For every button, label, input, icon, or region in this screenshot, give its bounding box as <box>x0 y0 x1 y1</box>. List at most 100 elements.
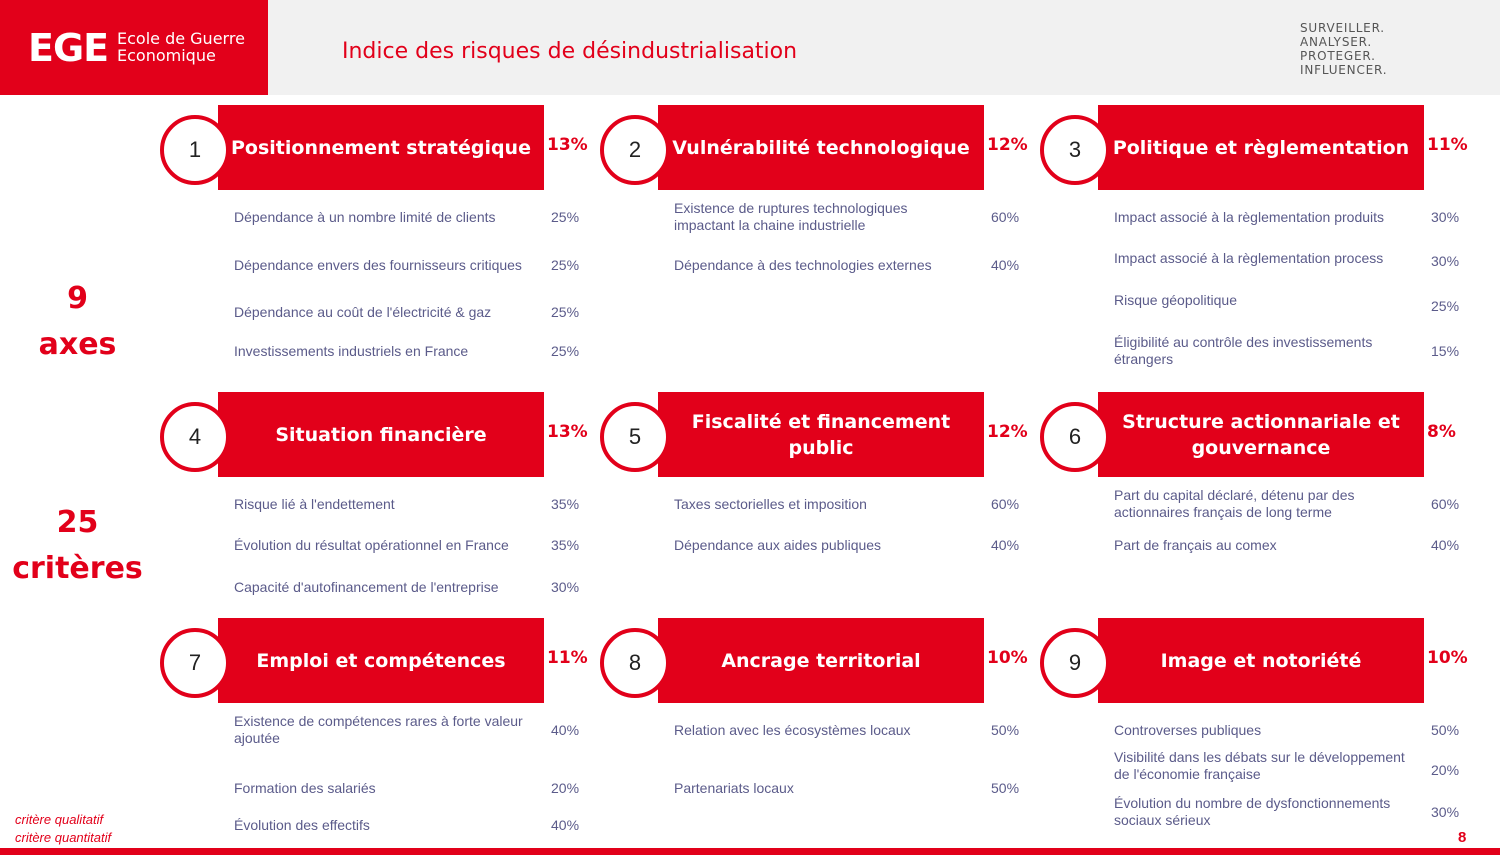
criterion-weight: 35% <box>551 537 580 553</box>
criteria-count: 25 <box>56 505 99 540</box>
criterion-label: Formation des salariés <box>234 780 376 796</box>
criterion-weight: 60% <box>1431 496 1460 512</box>
criterion-label: Existence de compétences rares à forte v… <box>234 713 523 746</box>
criterion-weight: 30% <box>1431 209 1460 225</box>
criterion-weight: 30% <box>551 579 580 595</box>
axis-block: Structure actionnariale et gouvernance 6 8… <box>1040 392 1470 592</box>
criteria-summary: 25 critères <box>0 500 155 592</box>
axis-block: Ancrage territorial 8 10% Relation avec les… <box>600 618 1030 818</box>
axis-number-badge: 2 <box>600 115 670 185</box>
criterion-weight: 20% <box>551 780 580 796</box>
criterion-weight: 40% <box>551 817 580 833</box>
criterion-weight: 30% <box>1431 253 1460 269</box>
criterion-label: Relation avec les écosystèmes locaux <box>674 722 911 738</box>
axis-weight: 12% <box>987 422 1028 442</box>
legend-quantitative: critère quantitatif <box>15 830 112 845</box>
criterion-label: Part de français au comex <box>1114 537 1277 553</box>
criterion-label: Visibilité dans les débats sur le dévelo… <box>1114 749 1405 782</box>
axis-number-badge: 8 <box>600 628 670 698</box>
logo-name-line2: Economique <box>117 46 216 65</box>
axis-number-badge: 6 <box>1040 402 1110 472</box>
axis-title: Positionnement stratégique <box>218 105 544 190</box>
criterion-label: Dépendance envers des fournisseurs criti… <box>234 257 522 273</box>
axis-title: Emploi et compétences <box>218 618 544 703</box>
motto-line: SURVEILLER. <box>1300 21 1385 35</box>
criterion-label: Éligibilité au contrôle des investisseme… <box>1114 334 1373 367</box>
criterion-weight: 60% <box>991 496 1020 512</box>
axis-weight: 13% <box>547 135 588 155</box>
criterion-label: Part du capital déclaré, détenu par des … <box>1114 487 1355 520</box>
criterion-label: Capacité d'autofinancement de l'entrepri… <box>234 579 499 595</box>
criterion-label: Évolution du résultat opérationnel en Fr… <box>234 537 509 553</box>
criterion-label: Dépendance à des technologies externes <box>674 257 932 273</box>
criteria-label: critères <box>12 551 143 586</box>
criterion-weight: 40% <box>551 722 580 738</box>
criterion-weight: 40% <box>1431 537 1460 553</box>
motto-line: PROTEGER. <box>1300 49 1376 63</box>
axis-weight: 10% <box>1427 648 1468 668</box>
criterion-weight: 30% <box>1431 804 1460 820</box>
logo-name-line1: Ecole de Guerre <box>117 29 245 48</box>
criterion-weight: 50% <box>991 722 1020 738</box>
criterion-label: Partenariats locaux <box>674 780 794 796</box>
criterion-label: Impact associé à la règlementation proce… <box>1114 250 1384 266</box>
page-number: 8 <box>1458 829 1467 846</box>
criterion-label: Risque lié à l'endettement <box>234 496 395 512</box>
criterion-weight: 60% <box>991 209 1020 225</box>
motto: SURVEILLER. ANALYSER. PROTEGER. INFLUENC… <box>1300 21 1387 77</box>
criterion-label: Évolution du nombre de dysfonctionnement… <box>1114 795 1391 828</box>
criterion-label: Existence de ruptures technologiques imp… <box>674 200 908 233</box>
axis-number-badge: 5 <box>600 402 670 472</box>
criterion-weight: 25% <box>1431 298 1460 314</box>
legend-qualitative: critère qualitatif <box>15 812 104 827</box>
axis-block: Positionnement stratégique 1 13% Dépendance… <box>160 105 590 359</box>
criterion-label: Dépendance au coût de l'électricité & ga… <box>234 304 492 320</box>
axes-count: 9 <box>67 281 88 316</box>
axis-title: Image et notoriété <box>1098 618 1424 703</box>
axis-number-badge: 3 <box>1040 115 1110 185</box>
axis-weight: 11% <box>547 648 588 668</box>
axis-weight: 11% <box>1427 135 1468 155</box>
criterion-weight: 35% <box>551 496 580 512</box>
criterion-label: Controverses publiques <box>1114 722 1262 738</box>
axis-weight: 13% <box>547 422 588 442</box>
logo-name: Ecole de Guerre Economique <box>117 30 245 64</box>
axis-weight: 8% <box>1427 422 1456 442</box>
criterion-weight: 25% <box>551 257 580 273</box>
criterion-weight: 25% <box>551 304 580 320</box>
motto-line: INFLUENCER. <box>1300 63 1388 77</box>
axis-block: Image et notoriété 9 10% Controverses publi… <box>1040 618 1470 828</box>
logo-mark: EGE <box>28 26 109 70</box>
criterion-weight: 40% <box>991 537 1020 553</box>
header: EGE Ecole de Guerre Economique Indice de… <box>0 0 1500 95</box>
axis-block: Vulnérabilité technologique 2 12% Existence… <box>600 105 1030 305</box>
criterion-weight: 15% <box>1431 343 1460 359</box>
legend: critère qualitatif critère quantitatif <box>15 811 111 847</box>
criterion-label: Investissements industriels en France <box>234 343 469 359</box>
criterion-label: Taxes sectorielles et imposition <box>674 496 867 512</box>
axis-block: Fiscalité et financement public 5 12% Taxes… <box>600 392 1030 592</box>
criterion-label: Risque géopolitique <box>1114 292 1237 308</box>
criterion-weight: 25% <box>551 209 580 225</box>
axis-number-badge: 7 <box>160 628 230 698</box>
page-title: Indice des risques de désindustrialisati… <box>342 39 798 64</box>
criterion-weight: 50% <box>991 780 1020 796</box>
axis-weight: 12% <box>987 135 1028 155</box>
axis-title: Structure actionnariale et gouvernance <box>1098 392 1424 477</box>
criterion-weight: 25% <box>551 343 580 359</box>
axis-title: Situation financière <box>218 392 544 477</box>
criterion-label: Évolution des effectifs <box>234 817 370 833</box>
axis-title: Ancrage territorial <box>658 618 984 703</box>
axis-number-badge: 4 <box>160 402 230 472</box>
axis-number-badge: 1 <box>160 115 230 185</box>
axis-block: Situation financière 4 13% Risque lié à l'e… <box>160 392 590 595</box>
axis-title: Fiscalité et financement public <box>658 392 984 477</box>
axis-weight: 10% <box>987 648 1028 668</box>
criterion-label: Dépendance aux aides publiques <box>674 537 882 553</box>
axis-title: Politique et règlementation <box>1098 105 1424 190</box>
axes-summary: 9 axes <box>0 276 155 368</box>
criterion-label: Dépendance à un nombre limité de clients <box>234 209 496 225</box>
criterion-weight: 20% <box>1431 762 1460 778</box>
criterion-weight: 50% <box>1431 722 1460 738</box>
axis-block: Politique et règlementation 3 11% Impact as… <box>1040 105 1470 367</box>
